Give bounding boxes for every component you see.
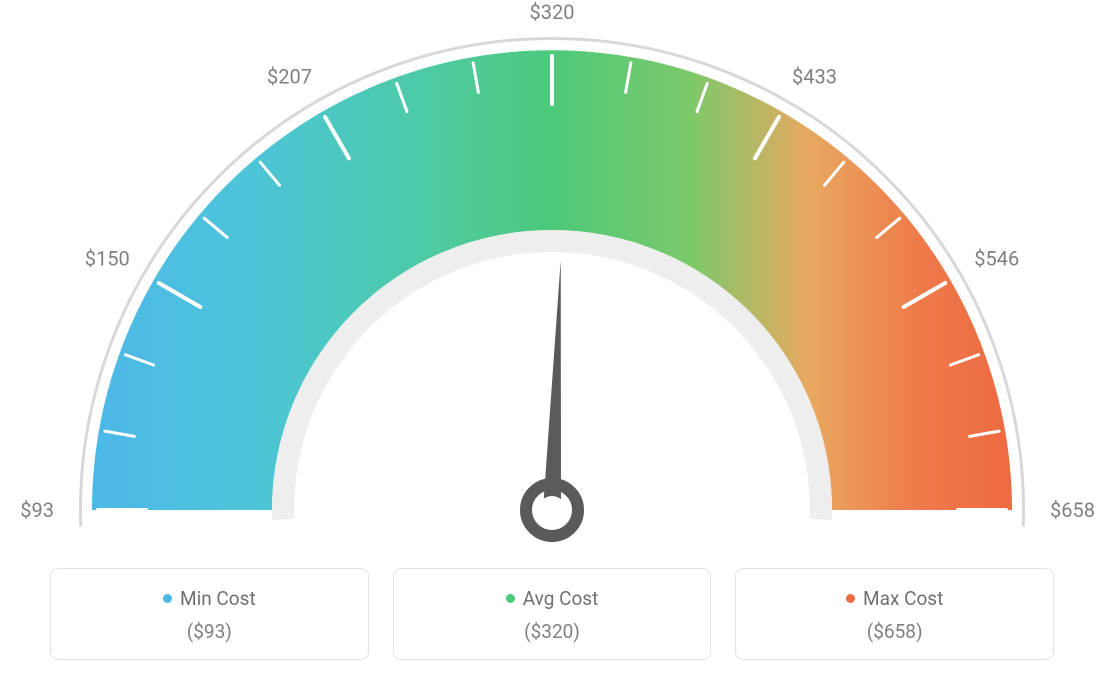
- legend-value-min: ($93): [61, 620, 358, 643]
- gauge-tick-label: $320: [530, 0, 575, 24]
- legend-dot-min: [163, 594, 172, 603]
- legend-dot-avg: [506, 594, 515, 603]
- legend-dot-max: [846, 594, 855, 603]
- legend-card-avg: Avg Cost ($320): [393, 568, 712, 660]
- legend-card-min: Min Cost ($93): [50, 568, 369, 660]
- legend-row: Min Cost ($93) Avg Cost ($320) Max Cost …: [50, 568, 1054, 660]
- legend-card-max: Max Cost ($658): [735, 568, 1054, 660]
- gauge-tick-label: $93: [20, 498, 54, 522]
- gauge-svg: [0, 0, 1104, 550]
- legend-title-avg: Avg Cost: [523, 587, 599, 610]
- gauge-tick-label: $207: [267, 64, 312, 88]
- gauge-tick-label: $658: [1050, 498, 1095, 522]
- legend-title-max: Max Cost: [863, 587, 943, 610]
- gauge-tick-label: $433: [792, 64, 837, 88]
- gauge-tick-label: $546: [974, 247, 1019, 271]
- gauge-chart: $93 $150 $207 $320 $433 $546 $658: [0, 0, 1104, 560]
- legend-value-max: ($658): [746, 620, 1043, 643]
- gauge-tick-label: $150: [85, 247, 130, 271]
- legend-title-min: Min Cost: [180, 587, 256, 610]
- legend-value-avg: ($320): [404, 620, 701, 643]
